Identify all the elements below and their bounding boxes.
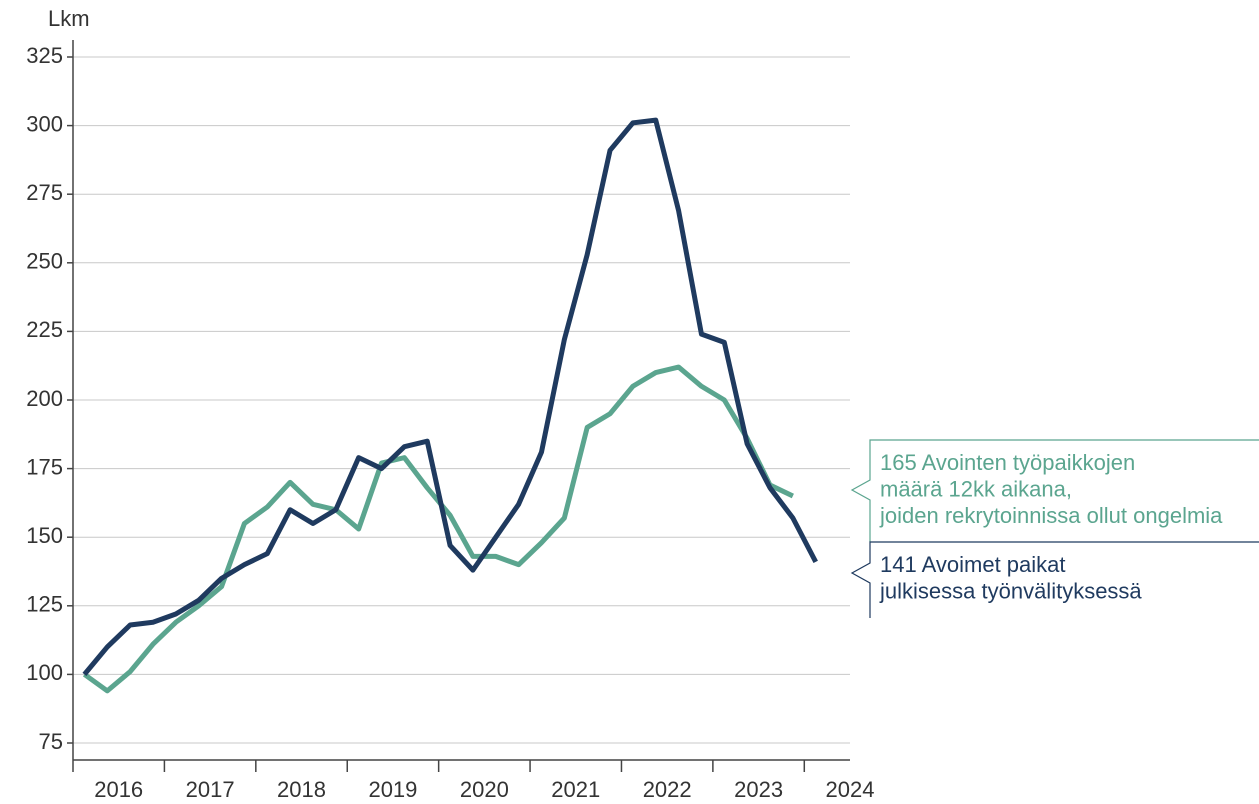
callout-text: 165 Avointen työpaikkojen bbox=[880, 450, 1135, 475]
callout-text: 141 Avoimet paikat bbox=[880, 552, 1066, 577]
callout-text: joiden rekrytoinnissa ollut ongelmia bbox=[879, 503, 1223, 528]
y-tick-label: 225 bbox=[26, 317, 63, 342]
y-tick-label: 150 bbox=[26, 523, 63, 548]
y-tick-label: 75 bbox=[39, 729, 63, 754]
callout-box bbox=[850, 439, 1259, 542]
y-tick-label: 175 bbox=[26, 454, 63, 479]
x-tick-label: 2020 bbox=[460, 777, 509, 802]
series-line bbox=[82, 364, 794, 694]
y-tick-label: 325 bbox=[26, 43, 63, 68]
callout-text: julkisessa työnvälityksessä bbox=[879, 578, 1142, 603]
y-tick-label: 275 bbox=[26, 180, 63, 205]
x-tick-label: 2018 bbox=[277, 777, 326, 802]
series-line bbox=[82, 117, 818, 676]
x-tick-label: 2017 bbox=[186, 777, 235, 802]
x-tick-label: 2022 bbox=[643, 777, 692, 802]
y-tick-label: 125 bbox=[26, 592, 63, 617]
y-axis-label: Lkm bbox=[48, 6, 90, 31]
x-tick-label: 2024 bbox=[826, 777, 875, 802]
y-tick-label: 250 bbox=[26, 249, 63, 274]
callout-text: määrä 12kk aikana, bbox=[880, 476, 1072, 501]
x-tick-label: 2016 bbox=[94, 777, 143, 802]
x-tick-label: 2021 bbox=[551, 777, 600, 802]
callout-box bbox=[850, 541, 1259, 618]
y-tick-label: 200 bbox=[26, 386, 63, 411]
y-tick-label: 300 bbox=[26, 111, 63, 136]
y-tick-label: 100 bbox=[26, 660, 63, 685]
x-tick-label: 2019 bbox=[368, 777, 417, 802]
x-tick-label: 2023 bbox=[734, 777, 783, 802]
